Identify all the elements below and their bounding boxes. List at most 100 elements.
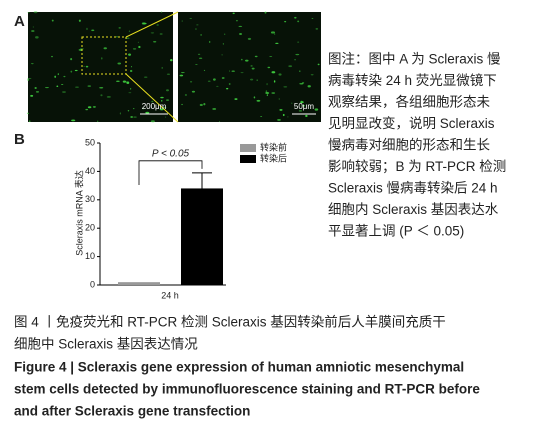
- speckle: [106, 96, 111, 98]
- speckle: [161, 100, 163, 102]
- speckle: [229, 70, 231, 72]
- speckle: [164, 116, 167, 118]
- speckle: [87, 106, 92, 109]
- speckle: [196, 24, 199, 26]
- scale-label: 200μm: [142, 102, 167, 111]
- speckle: [277, 118, 281, 121]
- speckle: [129, 69, 133, 73]
- speckle: [207, 80, 211, 83]
- speckle: [299, 83, 304, 85]
- speckle: [200, 34, 202, 36]
- annotation: P < 0.05: [152, 148, 190, 159]
- speckle: [78, 48, 81, 51]
- speckle: [142, 107, 144, 110]
- speckle: [34, 86, 37, 90]
- speckle: [221, 54, 223, 56]
- legend-label: 转染前: [260, 141, 287, 152]
- speckle: [116, 80, 120, 82]
- speckle: [265, 90, 268, 93]
- speckle: [83, 65, 85, 67]
- speckle: [27, 78, 32, 80]
- speckle: [180, 72, 185, 74]
- speckle: [195, 64, 198, 66]
- speckle: [278, 98, 280, 100]
- speckle: [30, 63, 34, 65]
- note-line: 图注：图中 A 为 Scleraxis 慢: [328, 51, 501, 67]
- speckle: [208, 40, 211, 43]
- speckle: [212, 108, 217, 110]
- speckle: [189, 17, 193, 19]
- speckle: [311, 17, 314, 20]
- speckle: [85, 65, 89, 68]
- zoom-box: [81, 36, 127, 75]
- speckle: [218, 120, 221, 122]
- speckle: [117, 62, 122, 65]
- speckle: [228, 83, 231, 85]
- speckle: [250, 65, 253, 67]
- speckle: [97, 120, 99, 123]
- speckle: [241, 58, 243, 61]
- speckle: [203, 102, 206, 106]
- y-tick-label: 40: [85, 166, 95, 176]
- speckle: [245, 59, 249, 62]
- speckle: [142, 22, 147, 25]
- speckle: [130, 116, 134, 118]
- speckle: [75, 86, 79, 88]
- speckle: [126, 81, 130, 84]
- micrograph-right: [178, 12, 321, 122]
- speckle: [298, 110, 303, 112]
- caption-cn: 细胞中 Scleraxis 基因表达情况: [14, 336, 198, 352]
- speckle: [166, 89, 169, 92]
- speckle: [251, 67, 255, 70]
- speckle: [231, 70, 235, 73]
- speckle: [179, 74, 184, 77]
- speckle: [256, 79, 258, 81]
- speckle: [299, 70, 301, 72]
- speckle: [305, 114, 308, 118]
- speckle: [254, 55, 258, 58]
- speckle: [130, 87, 132, 90]
- speckle: [165, 99, 170, 101]
- speckle: [181, 20, 183, 22]
- speckle: [184, 93, 188, 96]
- caption-cn: 图 4 丨免疫荧光和 RT-PCR 检测 Scleraxis 基因转染前后人羊膜…: [14, 314, 446, 330]
- speckle: [130, 66, 133, 68]
- speckle: [62, 91, 66, 93]
- speckle: [151, 100, 154, 103]
- speckle: [170, 59, 173, 62]
- speckle: [138, 45, 141, 49]
- y-tick-label: 50: [85, 137, 95, 147]
- note-line: 细胞内 Scleraxis 基因表达水: [328, 201, 499, 217]
- speckle: [275, 42, 279, 45]
- speckle: [297, 20, 300, 23]
- speckle: [191, 90, 196, 93]
- speckle: [70, 70, 73, 73]
- speckle: [249, 78, 254, 81]
- speckle: [213, 78, 216, 81]
- speckle: [199, 103, 203, 107]
- bar: [181, 188, 223, 285]
- speckle: [284, 20, 287, 23]
- speckle: [221, 77, 225, 79]
- speckle: [291, 102, 293, 104]
- y-tick-label: 30: [85, 194, 95, 204]
- speckle: [288, 65, 293, 68]
- speckle: [315, 27, 319, 30]
- speckle: [127, 110, 130, 112]
- note-line: 慢病毒对细胞的形态和生长: [328, 137, 490, 153]
- speckle: [91, 29, 95, 32]
- speckle: [287, 116, 289, 118]
- speckle: [195, 28, 197, 30]
- legend-label: 转染后: [260, 152, 287, 163]
- speckle: [260, 116, 263, 118]
- speckle: [122, 80, 127, 83]
- speckle: [30, 94, 34, 97]
- speckle: [100, 94, 103, 97]
- speckle: [271, 92, 276, 94]
- speckle: [226, 87, 229, 90]
- speckle: [100, 57, 103, 60]
- caption-en: stem cells detected by immunofluorescenc…: [14, 382, 480, 397]
- note-line: 平显著上调 (P ＜ 0.05): [328, 224, 464, 239]
- bar: [118, 282, 160, 285]
- speckle: [160, 11, 163, 13]
